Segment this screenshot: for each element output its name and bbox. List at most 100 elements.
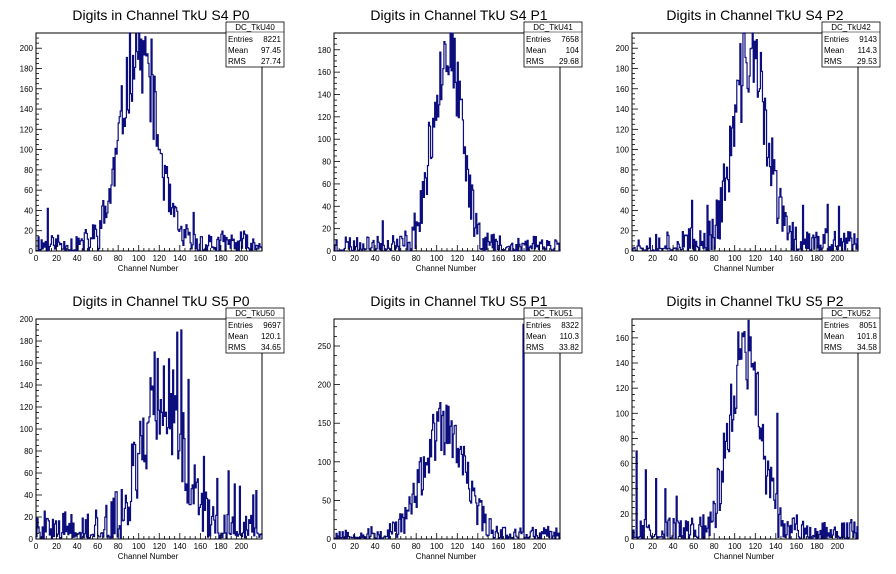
stats-box-frame	[821, 307, 881, 354]
stats-label: Mean	[228, 332, 248, 341]
y-tick-label: 200	[20, 315, 34, 324]
y-tick-label: 0	[29, 535, 34, 544]
y-tick-label: 100	[20, 146, 34, 155]
y-tick-label: 160	[318, 68, 332, 77]
x-tick-label: 120	[451, 542, 465, 551]
stats-label: RMS	[824, 343, 842, 352]
x-tick-label: 20	[648, 254, 657, 263]
histogram-series	[631, 319, 859, 540]
x-tick-label: 40	[669, 254, 678, 263]
histogram-series	[35, 32, 263, 252]
y-tick-label: 60	[24, 186, 33, 195]
stats-value: 8221	[263, 35, 281, 44]
x-tick-label: 200	[831, 254, 845, 263]
stats-box-frame	[225, 307, 285, 354]
y-tick-label: 80	[322, 158, 331, 167]
y-tick-label: 80	[620, 434, 629, 443]
x-tick-label: 40	[371, 254, 380, 263]
chart-title: Digits in Channel TkU S4 P1	[370, 7, 547, 23]
y-tick-label: 40	[24, 206, 33, 215]
x-tick-label: 20	[52, 542, 61, 551]
y-tick-label: 120	[616, 384, 630, 393]
y-tick-label: 100	[318, 135, 332, 144]
stats-name: DC_TkU42	[831, 23, 871, 32]
y-tick-label: 160	[20, 359, 34, 368]
x-tick-label: 180	[810, 542, 824, 551]
stats-value: 8051	[859, 321, 877, 330]
x-tick-label: 60	[689, 542, 698, 551]
x-tick-label: 100	[132, 542, 146, 551]
stats-value: 34.58	[857, 343, 878, 352]
stats-label: RMS	[228, 57, 246, 66]
stats-label: RMS	[526, 343, 544, 352]
stats-box-frame	[523, 21, 583, 68]
y-tick-label: 0	[625, 247, 630, 256]
stats-label: RMS	[824, 57, 842, 66]
x-tick-label: 200	[831, 542, 845, 551]
x-tick-label: 60	[93, 254, 102, 263]
y-tick-label: 250	[318, 342, 332, 351]
x-tick-label: 60	[391, 542, 400, 551]
stats-value: 27.74	[261, 57, 282, 66]
histogram-panel: Digits in Channel TkU S4 P2 0 20 40 60 80 100 1…	[616, 7, 881, 273]
y-tick-label: 50	[322, 496, 331, 505]
stats-box: DC_TkU41 Entries 7658 Mean 104 RMS 29.68	[523, 21, 583, 68]
stats-box: DC_TkU40 Entries 8221 Mean 97.45 RMS 27.74	[225, 21, 285, 68]
stats-value: 110.3	[560, 332, 580, 341]
x-tick-label: 40	[371, 542, 380, 551]
y-tick-label: 40	[24, 491, 33, 500]
stats-name: DC_TkU40	[235, 23, 275, 32]
y-tick-label: 20	[24, 513, 33, 522]
y-tick-label: 20	[322, 225, 331, 234]
x-tick-label: 80	[412, 254, 421, 263]
x-tick-label: 60	[689, 254, 698, 263]
histogram-series	[333, 32, 561, 252]
x-tick-label: 60	[93, 542, 102, 551]
x-tick-label: 140	[471, 254, 485, 263]
x-tick-label: 100	[430, 542, 444, 551]
y-tick-label: 140	[616, 359, 630, 368]
stats-label: Mean	[824, 46, 844, 55]
stats-value: 9143	[859, 35, 877, 44]
histogram-series	[35, 329, 263, 540]
histogram-panel: Digits in Channel TkU S4 P0 0 20 40 60 80 100 1…	[20, 7, 285, 273]
x-tick-label: 80	[114, 542, 123, 551]
stats-value: 120.1	[261, 332, 282, 341]
y-tick-label: 100	[616, 409, 630, 418]
x-tick-label: 100	[728, 542, 742, 551]
x-tick-label: 100	[728, 254, 742, 263]
x-tick-label: 120	[153, 542, 167, 551]
stats-name: DC_TkU50	[235, 309, 275, 318]
stats-box: DC_TkU50 Entries 9697 Mean 120.1 RMS 34.65	[225, 307, 285, 354]
stats-value: 114.3	[858, 46, 878, 55]
stats-value: 101.8	[857, 332, 878, 341]
y-tick-label: 0	[29, 247, 34, 256]
stats-name: DC_TkU52	[831, 309, 871, 318]
x-tick-label: 200	[533, 254, 547, 263]
x-tick-label: 40	[73, 254, 82, 263]
x-tick-label: 140	[471, 542, 485, 551]
histogram-series	[631, 32, 859, 252]
chart-title: Digits in Channel TkU S4 P2	[666, 7, 843, 23]
stats-box-frame	[225, 21, 285, 68]
x-tick-label: 140	[769, 542, 783, 551]
y-tick-label: 120	[318, 113, 332, 122]
y-tick-label: 60	[620, 460, 629, 469]
histogram-panel: Digits in Channel TkU S5 P0 0 20 40 60 80 100 1…	[20, 293, 285, 561]
x-tick-label: 160	[492, 542, 506, 551]
x-tick-label: 80	[710, 542, 719, 551]
y-tick-label: 20	[620, 510, 629, 519]
x-tick-label: 180	[512, 254, 526, 263]
stats-value: 33.82	[559, 343, 580, 352]
x-tick-label: 80	[710, 254, 719, 263]
y-tick-label: 60	[322, 180, 331, 189]
x-tick-label: 180	[214, 542, 228, 551]
histogram-panel: Digits in Channel TkU S4 P1 0 20 40 60 80 100 1…	[318, 7, 583, 273]
y-tick-label: 160	[616, 334, 630, 343]
y-tick-label: 140	[318, 90, 332, 99]
y-tick-label: 40	[620, 206, 629, 215]
y-tick-label: 0	[327, 247, 332, 256]
y-tick-label: 150	[318, 419, 332, 428]
y-tick-label: 40	[620, 485, 629, 494]
